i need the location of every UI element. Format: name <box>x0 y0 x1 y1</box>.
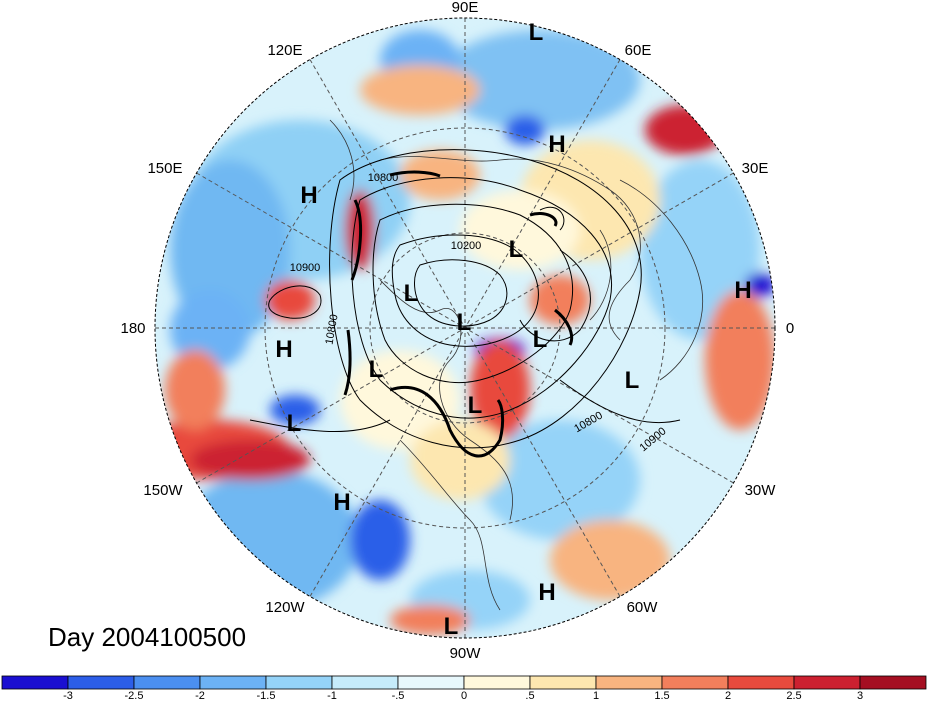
lon-label-0: 0 <box>786 320 794 337</box>
contour-label: 10800 <box>368 172 399 184</box>
colorbar-tick-label: -2.5 <box>125 690 144 702</box>
lon-label-30e: 30E <box>742 160 769 177</box>
colorbar-swatch <box>67 675 135 690</box>
colorbar-swatch <box>331 675 399 690</box>
pressure-label: H <box>300 182 317 209</box>
colorbar-swatch <box>199 675 267 690</box>
colorbar-tick-label: 2 <box>725 690 731 702</box>
colorbar-swatch <box>793 675 861 690</box>
height-contours <box>249 149 681 449</box>
lon-label-120e: 120E <box>267 42 302 59</box>
coastlines <box>329 119 703 611</box>
pressure-label: H <box>548 131 565 158</box>
lon-label-150w: 150W <box>143 482 183 499</box>
colorbar-swatch <box>265 675 333 690</box>
lon-label-30w: 30W <box>745 482 777 499</box>
colorbar-tick-label: 2.5 <box>786 690 801 702</box>
colorbar: -3 -2.5 -2 -1.5 -1 -.5 0 .5 1 1.5 2 2.5 3 <box>1 675 927 702</box>
colorbar-swatch <box>661 675 729 690</box>
pressure-label: L <box>509 236 524 263</box>
lon-label-150e: 150E <box>147 160 182 177</box>
pressure-label: H <box>734 277 751 304</box>
longitude-labels: 90E 60E 30E 0 30W 60W 90W 120W 150W 180 … <box>120 0 794 662</box>
lon-label-90w: 90W <box>450 645 482 662</box>
graticule <box>155 18 775 638</box>
colorbar-tick-label: -1 <box>327 690 337 702</box>
pressure-label: H <box>333 489 350 516</box>
lon-label-90e: 90E <box>452 0 479 16</box>
pressure-label: H <box>275 336 292 363</box>
bold-contours <box>343 170 574 458</box>
pressure-system-labels: L H H L H L L L H L L L L H H L <box>275 19 751 640</box>
colorbar-tick-label: -.5 <box>392 690 405 702</box>
pressure-label: L <box>457 309 472 336</box>
colorbar-swatch <box>859 675 927 690</box>
colorbar-tick-label: -1.5 <box>257 690 276 702</box>
colorbar-swatch <box>727 675 795 690</box>
map-boundary <box>154 17 776 639</box>
pressure-label: L <box>369 356 384 383</box>
pressure-label: H <box>538 579 555 606</box>
colorbar-tick-label: 1.5 <box>654 690 669 702</box>
pressure-label: L <box>287 410 302 437</box>
colorbar-swatch <box>133 675 201 690</box>
colorbar-swatch <box>595 675 663 690</box>
pressure-label: L <box>444 613 459 640</box>
pressure-label: L <box>625 367 640 394</box>
colorbar-swatch <box>1 675 69 690</box>
day-title: Day 2004100500 <box>48 622 246 652</box>
contour-label: 10800 <box>323 313 340 345</box>
colorbar-tick-label: 3 <box>857 690 863 702</box>
colorbar-tick-label: -2 <box>195 690 205 702</box>
colorbar-tick-label: -3 <box>63 690 73 702</box>
colorbar-tick-label: .5 <box>525 690 534 702</box>
colorbar-tick-label: 1 <box>593 690 599 702</box>
lon-label-60w: 60W <box>627 599 659 616</box>
pressure-label: L <box>529 19 544 46</box>
colorbar-swatch <box>529 675 597 690</box>
lon-label-120w: 120W <box>265 599 305 616</box>
colorbar-swatch <box>397 675 465 690</box>
lon-label-180: 180 <box>120 320 145 337</box>
lon-label-60e: 60E <box>625 42 652 59</box>
contour-label: 10900 <box>290 262 321 274</box>
pressure-label: L <box>533 326 548 353</box>
contour-label: 10200 <box>451 240 482 252</box>
colorbar-tick-label: 0 <box>461 690 467 702</box>
pressure-label: L <box>468 392 483 419</box>
pressure-label: L <box>404 280 419 307</box>
anomaly-field <box>155 18 775 638</box>
colorbar-swatch <box>463 675 531 690</box>
